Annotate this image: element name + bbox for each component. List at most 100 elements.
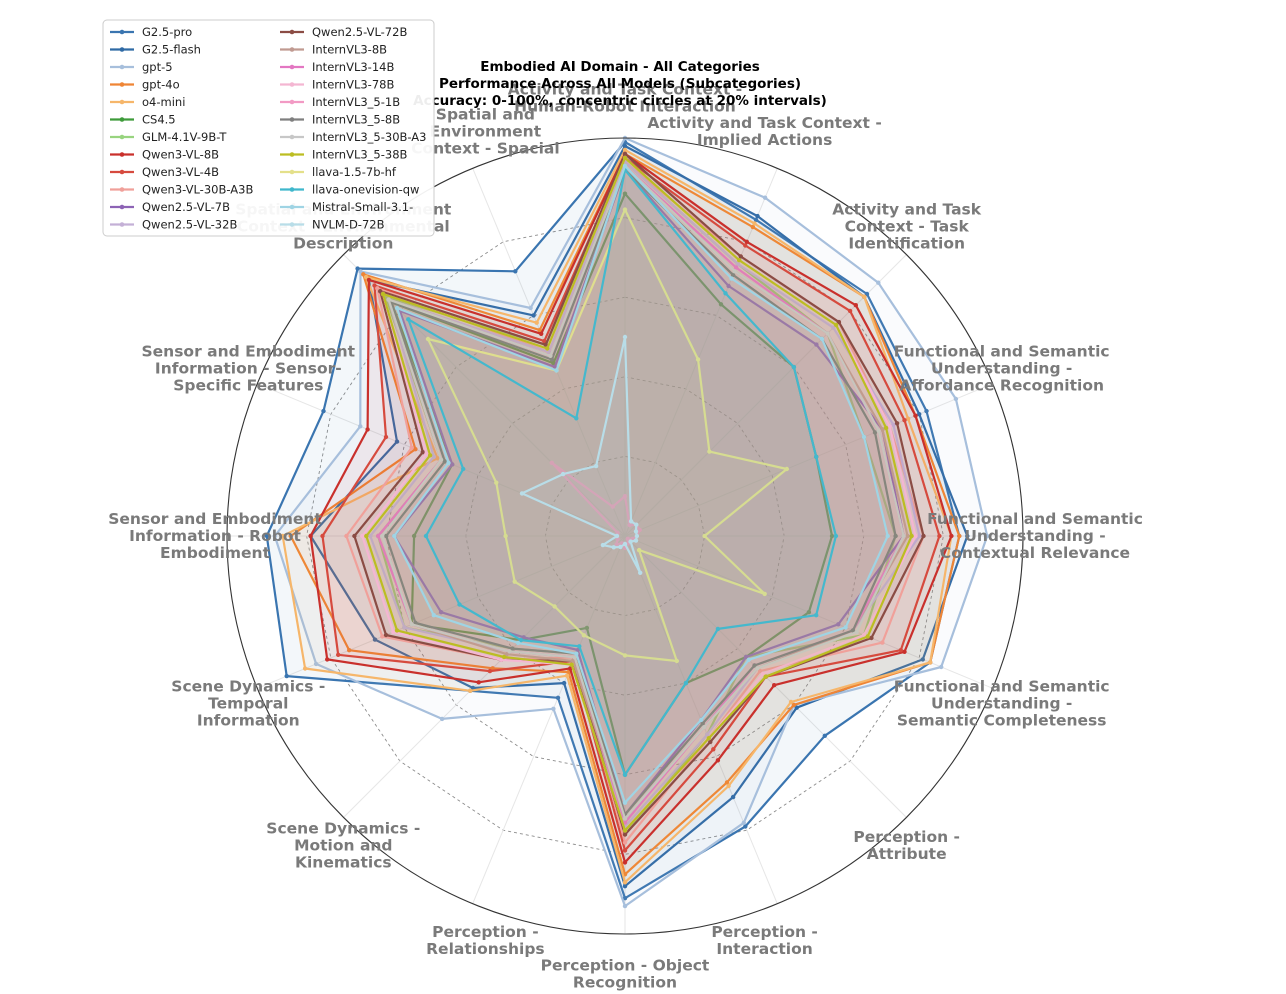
legend-label: InternVL3_5-8B	[312, 113, 400, 127]
series-point-llava-onevision-qw-4	[833, 533, 839, 539]
series-point-Qwen3-VL-8B-15	[539, 331, 544, 336]
legend-marker	[289, 134, 295, 140]
series-point-NVLM-D-72B-15	[593, 463, 599, 469]
legend-item-llava-onevision-qw: llava-onevision-qw	[280, 183, 419, 197]
grid-ring-40	[465, 376, 785, 696]
series-point-InternVL3_5-1B-3	[637, 527, 642, 533]
series-point-o4-mini-13	[435, 456, 440, 461]
series-point-Qwen2.5-VL-72B-0	[622, 151, 628, 157]
series-point-llava-1.5-7b-hf-11	[512, 579, 517, 584]
legend-label: gpt-5	[142, 60, 173, 74]
series-point-NVLM-D-72B-8	[622, 541, 628, 547]
series-point-InternVL3-78B-10	[499, 657, 504, 662]
series-point-InternVL3-8B-10	[504, 652, 509, 657]
series-point-G2.5-flash-7	[730, 794, 736, 800]
series-point-InternVL3_5-8B-3	[872, 430, 878, 435]
series-point-InternVL3_5-8B-7	[700, 721, 705, 726]
legend-label: InternVL3-14B	[312, 60, 394, 74]
series-point-llava-1.5-7b-hf-6	[636, 547, 642, 553]
legend-marker	[119, 187, 125, 192]
series-point-llava-1.5-7b-hf-12	[503, 533, 508, 539]
series-point-gpt-5-2	[876, 280, 881, 285]
series-point-InternVL3_5-38B-6	[763, 674, 768, 679]
legend-item-Mistral-Small-3.1-: Mistral-Small-3.1-	[280, 200, 413, 214]
series-point-G2.5-pro-14	[355, 266, 360, 271]
series-point-Qwen3-VL-8B-4	[949, 533, 954, 539]
series-point-InternVL3_5-30B-A3-8	[622, 816, 628, 821]
series-point-llava-onevision-qw-2	[791, 364, 797, 370]
series-point-Qwen2.5-VL-72B-14	[378, 289, 383, 294]
legend-marker	[289, 47, 295, 52]
series-point-llava-onevision-qw-13	[461, 466, 466, 472]
legend-item-InternVL3-78B: InternVL3-78B	[280, 78, 394, 92]
legend-marker	[289, 82, 295, 87]
series-point-Mistral-Small-3.1--4	[885, 533, 890, 539]
series-point-o4-mini-8	[622, 880, 628, 885]
series-point-llava-onevision-qw-9	[577, 644, 582, 649]
series-point-llava-onevision-qw-1	[723, 291, 728, 296]
series-point-o4-mini-2	[862, 294, 867, 299]
series-point-InternVL3_5-8B-15	[549, 357, 555, 362]
series-point-G2.5-pro-15	[513, 269, 518, 274]
series-point-llava-1.5-7b-hf-4	[702, 533, 707, 539]
series-point-Qwen3-VL-8B-13	[365, 427, 370, 432]
series-point-llava-1.5-7b-hf-0	[622, 207, 628, 212]
legend-marker	[119, 204, 125, 210]
series-point-InternVL3_5-8B-10	[510, 646, 515, 651]
series-point-Qwen2.5-VL-72B-12	[352, 533, 357, 539]
series-point-InternVL3_5-1B-6	[625, 536, 630, 541]
series-InternVL3_5-30B-A3	[380, 163, 906, 821]
legend-item-llava-1.5-7b-hf: llava-1.5-7b-hf	[280, 165, 397, 179]
series-point-G2.5-pro-13	[321, 408, 326, 414]
legend-label: InternVL3_5-30B-A3	[312, 130, 427, 144]
series-point-Qwen2.5-VL-32B-15	[546, 349, 551, 355]
series-point-Qwen3-VL-4B-12	[320, 533, 325, 539]
series-point-Qwen2.5-VL-7B-2	[814, 342, 819, 347]
series-point-llava-1.5-7b-hf-7	[674, 658, 679, 664]
series-point-InternVL3_5-30B-A3-1	[732, 269, 737, 274]
series-point-o4-mini-11	[302, 666, 308, 671]
legend-marker	[289, 187, 295, 192]
legend-marker	[119, 29, 125, 35]
legend-marker	[289, 222, 295, 227]
legend-item-G2.5-flash: G2.5-flash	[110, 43, 201, 57]
axis-label-4: Functional and Semantic Understanding -Co…	[927, 510, 1143, 562]
series-point-Qwen2.5-VL-7B-15	[552, 364, 558, 370]
series-point-o4-mini-9	[564, 673, 570, 678]
series-point-Qwen2.5-VL-32B-12	[368, 533, 373, 539]
series-point-llava-onevision-qw-14	[406, 317, 411, 322]
axis-label-5: Functional and Semantic Understanding -Se…	[894, 678, 1110, 730]
series-point-G2.5-pro-9	[555, 695, 561, 700]
legend-marker	[289, 99, 295, 105]
series-point-o4-mini-14	[363, 274, 369, 280]
series-point-G2.5-flash-9	[561, 680, 567, 686]
series-point-llava-onevision-qw-12	[423, 533, 429, 539]
legend-item-InternVL3-14B: InternVL3-14B	[280, 60, 394, 74]
series-point-Mistral-Small-3.1--5	[843, 625, 848, 630]
series-point-llava-1.5-7b-hf-10	[552, 604, 557, 609]
series-point-Qwen2.5-VL-72B-13	[420, 450, 425, 455]
series-point-Qwen2.5-VL-7B-1	[726, 283, 731, 289]
legend-item-InternVL3-8B: InternVL3-8B	[280, 43, 387, 57]
series-point-o4-mini-7	[726, 783, 731, 789]
series-point-Qwen3-VL-4B-13	[383, 434, 389, 440]
axis-label-10: Scene Dynamics -Motion and Kinematics	[266, 820, 420, 872]
legend-item-InternVL3_5-1B: InternVL3_5-1B	[280, 95, 400, 109]
legend-item-GLM-4.1V-9B-T: GLM-4.1V-9B-T	[110, 130, 227, 144]
series-point-gpt-5-14	[358, 269, 363, 274]
series-point-InternVL3_5-30B-A3-6	[755, 666, 760, 671]
series-point-InternVL3_5-38B-12	[364, 533, 369, 539]
series-point-InternVL3-78B-3	[887, 424, 892, 429]
series-point-InternVL3-14B-12	[376, 533, 381, 539]
series-point-InternVL3_5-38B-7	[706, 736, 711, 741]
series-point-CS4.5-4	[829, 533, 835, 539]
legend-label: Qwen3-VL-4B	[142, 165, 219, 179]
series-point-o4-mini-3	[905, 416, 911, 421]
series-point-InternVL3-78B-6	[760, 671, 766, 677]
chart-title: Embodied AI Domain - All Categories Perfo…	[413, 59, 827, 109]
series-point-Qwen3-VL-4B-3	[902, 418, 907, 423]
legend-label: Qwen2.5-VL-72B	[312, 25, 407, 39]
series-point-InternVL3-78B-5	[861, 632, 867, 638]
series-point-gpt-4o-14	[361, 272, 366, 277]
legend-label: llava-onevision-qw	[312, 183, 419, 197]
